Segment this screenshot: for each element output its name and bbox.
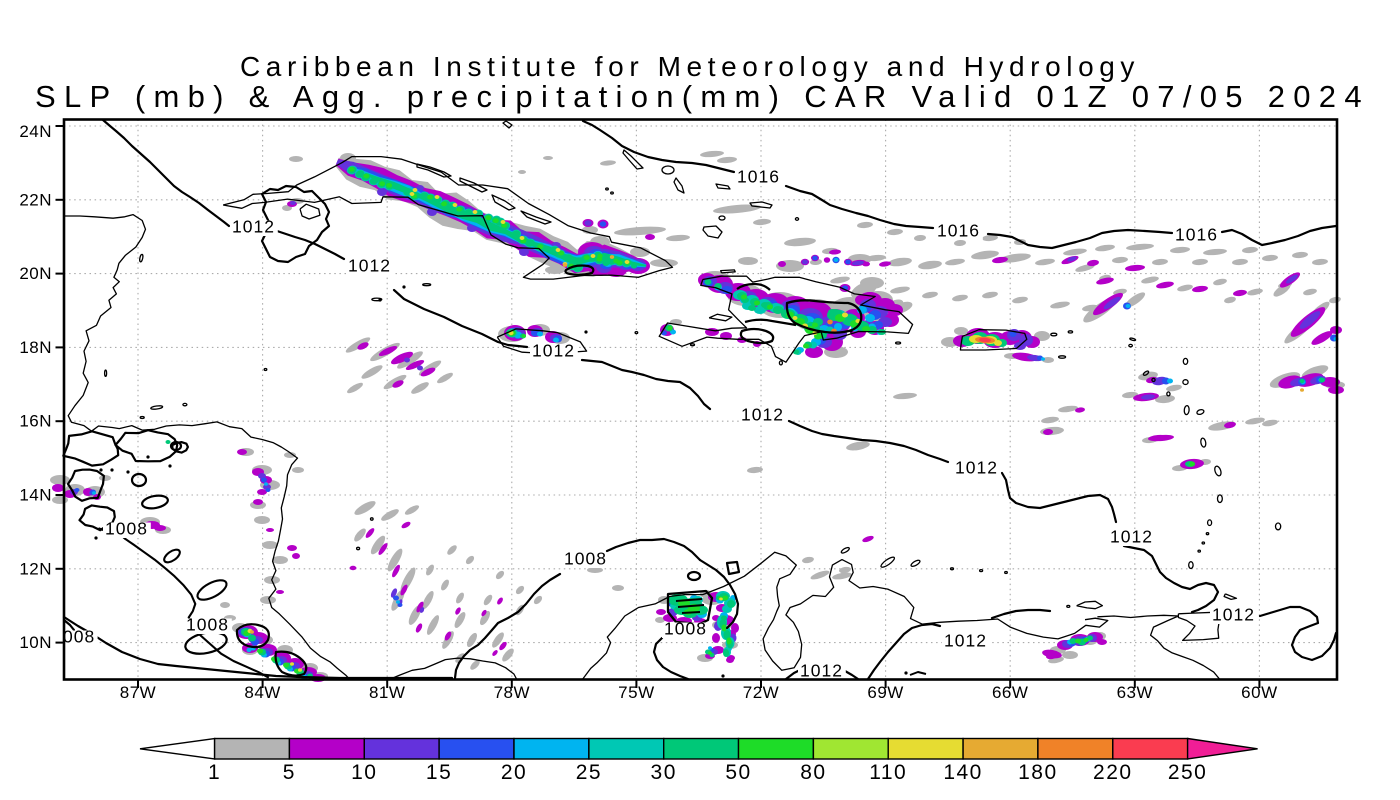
svg-text:18N: 18N [19, 338, 52, 357]
svg-text:14N: 14N [19, 486, 52, 505]
svg-text:63W: 63W [1117, 683, 1153, 702]
svg-text:1008: 1008 [105, 519, 148, 539]
svg-text:15: 15 [426, 761, 452, 784]
svg-text:110: 110 [869, 761, 907, 784]
svg-text:180: 180 [1018, 761, 1058, 784]
svg-text:50: 50 [725, 761, 751, 784]
svg-text:78W: 78W [494, 683, 530, 702]
svg-text:1008: 1008 [186, 615, 229, 635]
svg-text:220: 220 [1093, 761, 1133, 784]
svg-text:1012: 1012 [532, 341, 575, 361]
svg-text:1016: 1016 [937, 221, 980, 241]
svg-text:008: 008 [63, 627, 95, 647]
svg-text:25: 25 [576, 761, 602, 784]
svg-text:72W: 72W [743, 683, 779, 702]
svg-text:5: 5 [283, 761, 296, 784]
svg-text:1012: 1012 [232, 217, 275, 237]
svg-text:Caribbean Institute for Meteor: Caribbean Institute for Meteorology and … [240, 51, 1140, 82]
svg-text:16N: 16N [19, 412, 52, 431]
svg-text:87W: 87W [120, 683, 156, 702]
svg-text:66W: 66W [992, 683, 1028, 702]
svg-text:1012: 1012 [1110, 527, 1153, 547]
svg-text:1012: 1012 [955, 458, 998, 478]
svg-text:24N: 24N [19, 122, 52, 141]
svg-text:1016: 1016 [1175, 225, 1218, 245]
svg-text:1012: 1012 [800, 661, 843, 681]
svg-text:10: 10 [351, 761, 377, 784]
svg-text:12N: 12N [19, 559, 52, 578]
svg-text:250: 250 [1168, 761, 1208, 784]
svg-text:22N: 22N [19, 190, 52, 209]
svg-text:75W: 75W [618, 683, 654, 702]
svg-text:1: 1 [208, 761, 221, 784]
svg-text:69W: 69W [867, 683, 903, 702]
svg-text:84W: 84W [244, 683, 280, 702]
svg-text:10N: 10N [19, 633, 52, 652]
svg-text:30: 30 [651, 761, 677, 784]
svg-text:60W: 60W [1241, 683, 1277, 702]
svg-text:80: 80 [800, 761, 826, 784]
svg-text:1008: 1008 [564, 549, 607, 569]
svg-text:SLP (mb) & Agg. precipitation(: SLP (mb) & Agg. precipitation(mm) CAR Va… [35, 79, 1370, 114]
svg-text:1012: 1012 [1212, 605, 1255, 625]
svg-text:1012: 1012 [348, 256, 391, 276]
svg-text:81W: 81W [369, 683, 405, 702]
svg-text:1016: 1016 [737, 167, 780, 187]
svg-text:1008: 1008 [664, 619, 707, 639]
svg-text:1012: 1012 [741, 405, 784, 425]
svg-text:1012: 1012 [944, 631, 987, 651]
svg-text:20: 20 [501, 761, 527, 784]
svg-text:140: 140 [943, 761, 983, 784]
svg-text:20N: 20N [19, 264, 52, 283]
